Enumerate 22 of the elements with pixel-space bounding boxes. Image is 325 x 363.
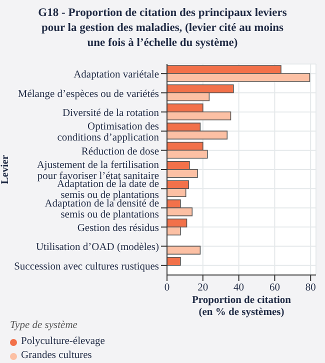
y-tick-label: Réduction de dose xyxy=(81,146,160,158)
x-tick-label: 0 xyxy=(164,282,170,294)
chart-title: G18 - Proportion de citation des principaux leviers pour la gestion des maladies, (levier cité au moins une fois à l’échelle du système) xyxy=(37,6,288,51)
y-axis-title: Levier xyxy=(0,154,11,184)
legend-label: Polyculture-élevage xyxy=(21,335,105,349)
y-tick-label: Utilisation d’OAD (modèles) xyxy=(36,242,160,254)
y-tick-label: Adaptation variétale xyxy=(74,70,160,81)
legend-label: Grandes cultures xyxy=(21,349,92,363)
y-tick-label: Optimisation des conditions d’application xyxy=(57,122,160,144)
x-tick-label: 60 xyxy=(269,282,280,294)
bar xyxy=(167,256,181,266)
x-tick-label: 40 xyxy=(234,282,244,294)
x-tick-label: 80 xyxy=(305,282,316,294)
y-tick-label: Gestion des résidus xyxy=(77,223,159,234)
bar xyxy=(167,246,201,255)
x-tick-label: 20 xyxy=(198,282,208,294)
y-tick-label: Succession avec cultures rustiques xyxy=(14,261,159,272)
y-tick-label: Adaptation de la densité de semis ou de plantations xyxy=(44,198,160,220)
y-tick-label: Diversité de la rotation xyxy=(62,108,160,119)
y-tick-label: Mélange d’espèces ou de variétés xyxy=(18,88,159,100)
x-axis-title: Proportion de citation (en % de systèmes) xyxy=(192,295,292,318)
legend-title: Type de système xyxy=(10,319,78,333)
